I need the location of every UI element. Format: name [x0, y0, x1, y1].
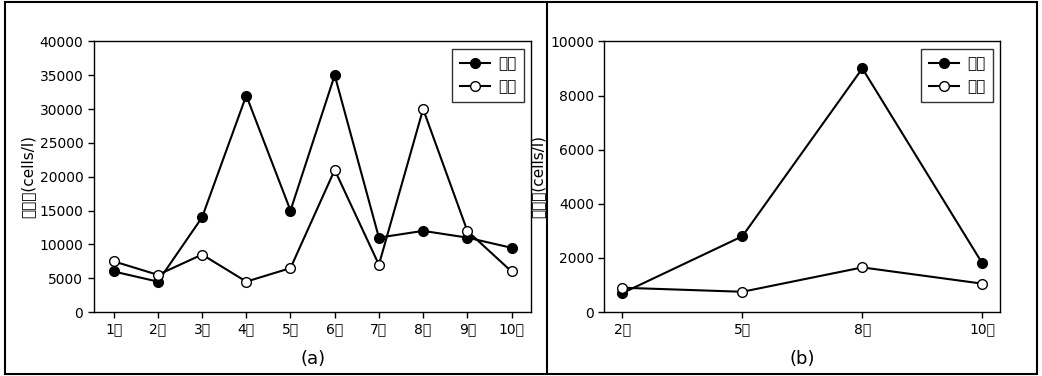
표층	[284, 208, 297, 213]
저층	[373, 262, 386, 267]
표층	[736, 234, 748, 238]
Line: 저층: 저층	[618, 262, 987, 297]
저층	[857, 265, 869, 270]
표층	[417, 229, 429, 233]
표층	[857, 66, 869, 71]
Line: 표층: 표층	[108, 70, 517, 287]
Line: 표층: 표층	[618, 64, 987, 298]
표층	[196, 215, 208, 220]
저층	[107, 259, 120, 264]
표층	[461, 235, 473, 240]
저층	[736, 290, 748, 294]
Y-axis label: 현존량(cells/l): 현존량(cells/l)	[531, 135, 546, 218]
Legend: 표층, 저층: 표층, 저층	[921, 49, 993, 102]
저층	[196, 252, 208, 257]
저층	[152, 273, 165, 277]
Legend: 표층, 저층: 표층, 저층	[452, 49, 524, 102]
표층	[152, 279, 165, 284]
표층	[373, 235, 386, 240]
표층	[976, 261, 989, 265]
표층	[107, 269, 120, 274]
Text: (a): (a)	[300, 350, 325, 368]
저층	[976, 281, 989, 286]
저층	[417, 107, 429, 111]
저층	[505, 269, 518, 274]
저층	[240, 279, 252, 284]
저층	[328, 168, 341, 172]
저층	[284, 266, 297, 270]
표층	[240, 93, 252, 98]
Line: 저층: 저층	[108, 104, 517, 287]
표층	[328, 73, 341, 77]
Text: (b): (b)	[790, 350, 815, 368]
표층	[505, 246, 518, 250]
저층	[616, 285, 628, 290]
저층	[461, 229, 473, 233]
표층	[616, 291, 628, 296]
Y-axis label: 현존량(cells/l): 현존량(cells/l)	[21, 135, 35, 218]
